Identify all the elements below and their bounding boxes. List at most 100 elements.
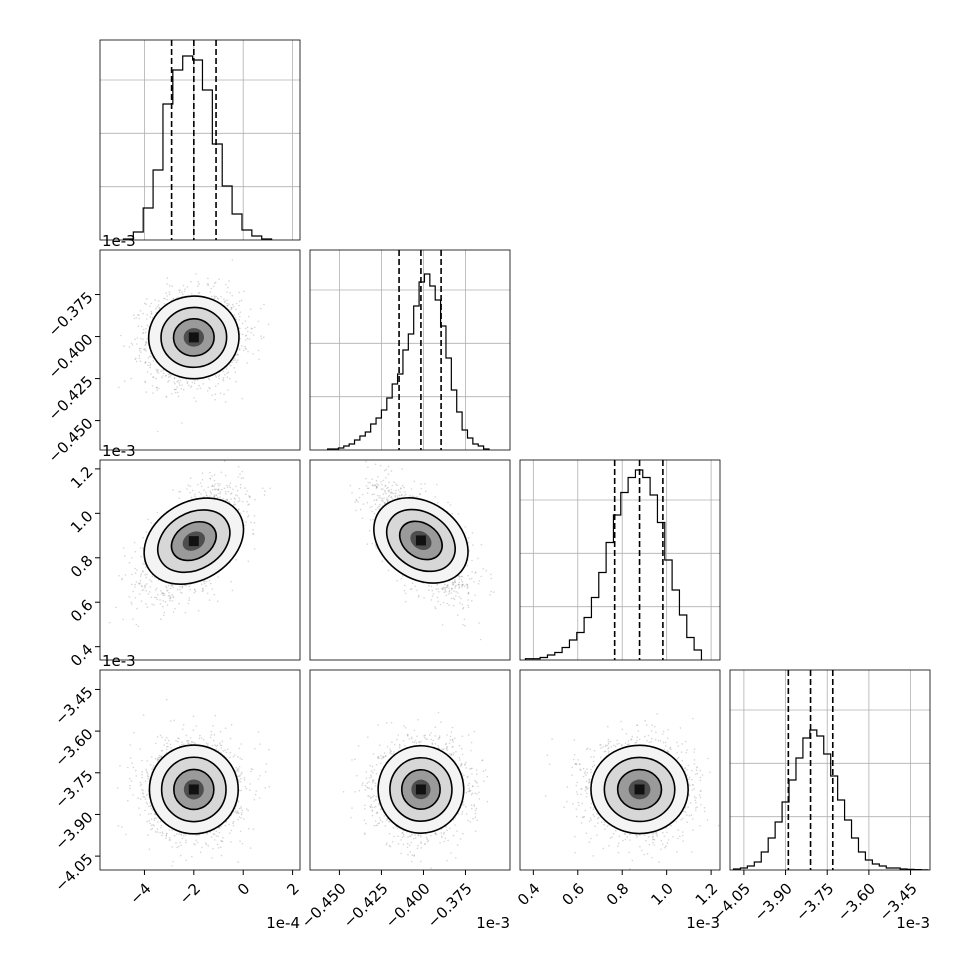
scatter-point: [230, 580, 232, 583]
scatter-point: [233, 497, 235, 499]
scatter-point: [144, 341, 147, 344]
scatter-point: [245, 327, 247, 330]
scatter-point: [387, 499, 390, 501]
scatter-point: [474, 572, 477, 574]
scatter-point: [446, 584, 448, 587]
scatter-point: [144, 381, 146, 384]
scatter-point: [267, 323, 270, 326]
scatter-point: [149, 591, 151, 593]
scatter-point: [396, 496, 399, 499]
scatter-point: [380, 497, 382, 499]
scatter-point: [203, 496, 205, 498]
scatter-point: [206, 390, 209, 392]
scatter-point: [186, 286, 189, 288]
scatter-point: [241, 322, 244, 325]
scatter-point: [251, 327, 253, 330]
scatter-point: [209, 478, 212, 480]
scatter-point: [228, 500, 230, 503]
scatter-point: [140, 555, 142, 558]
scatter-point: [211, 475, 213, 477]
scatter-point: [188, 597, 191, 599]
scatter-point: [219, 496, 221, 498]
scatter-point: [118, 386, 120, 389]
scatter-point: [226, 302, 228, 305]
scatter-point: [208, 386, 210, 389]
scatter-point: [181, 422, 183, 424]
scatter-point: [249, 308, 252, 311]
scatter-point: [236, 455, 238, 457]
scatter-point: [349, 484, 352, 487]
scatter-point: [163, 614, 165, 616]
scatter-point: [123, 555, 126, 557]
scatter-point: [214, 375, 217, 377]
scatter-point: [156, 598, 159, 601]
scatter-point: [225, 493, 227, 495]
scatter-point: [185, 584, 187, 587]
scatter-point: [142, 332, 145, 335]
scatter-point: [136, 607, 138, 610]
scatter-point: [152, 376, 154, 378]
scatter-point: [243, 290, 245, 293]
scatter-point: [181, 293, 184, 296]
density-peak: [188, 332, 199, 343]
scatter-point: [161, 592, 164, 594]
scatter-point: [179, 591, 182, 594]
scatter-point: [189, 477, 192, 480]
scatter-point: [457, 592, 459, 594]
scatter-point: [217, 383, 219, 385]
scatter-point: [156, 386, 158, 389]
scatter-point: [226, 499, 228, 502]
scatter-point: [137, 325, 140, 328]
scatter-point: [217, 576, 219, 578]
scatter-point: [131, 557, 133, 559]
scatter-point: [198, 491, 201, 494]
scatter-point: [240, 477, 243, 480]
scatter-point: [135, 623, 138, 626]
scatter-point: [224, 300, 226, 302]
scatter-point: [246, 490, 248, 492]
scatter-point: [187, 484, 189, 487]
scatter-point: [219, 492, 221, 495]
scatter-point: [399, 491, 401, 493]
scatter-point: [139, 580, 142, 582]
scatter-point: [224, 474, 227, 477]
scatter-point: [149, 586, 151, 588]
scatter-point: [228, 280, 230, 282]
scatter-point: [260, 335, 262, 337]
scatter-point: [173, 381, 175, 383]
scatter-point: [123, 380, 126, 383]
scatter-point: [258, 358, 260, 361]
scatter-point: [448, 591, 451, 593]
scatter-point: [226, 372, 228, 375]
scatter-point: [457, 583, 460, 586]
scatter-point: [137, 314, 139, 316]
scatter-point: [133, 541, 136, 544]
scatter-point: [136, 343, 138, 345]
scatter-point: [168, 293, 171, 296]
scatter-point: [466, 587, 469, 589]
scatter-point: [205, 491, 207, 494]
scatter-point: [245, 348, 248, 351]
scatter-point: [168, 291, 170, 293]
scatter-point: [235, 494, 237, 496]
scatter-point: [150, 580, 153, 583]
scatter-point: [247, 350, 249, 353]
scatter-point: [171, 584, 173, 587]
scatter-point: [220, 296, 222, 298]
scatter-point: [207, 283, 210, 285]
scatter-point: [145, 531, 148, 533]
scatter-point: [178, 289, 180, 291]
scatter-point: [229, 292, 231, 294]
scatter-point: [157, 372, 160, 374]
scatter-point: [138, 354, 141, 357]
scatter-point: [264, 490, 266, 492]
scatter-point: [121, 578, 123, 581]
scatter-point: [418, 594, 420, 597]
scatter-point: [181, 586, 184, 588]
scatter-point: [217, 375, 220, 378]
scatter-point: [160, 618, 162, 620]
density-frame-2: [99, 459, 301, 661]
scatter-point: [214, 483, 216, 486]
scatter-point: [165, 396, 168, 398]
scatter-point: [461, 603, 464, 606]
